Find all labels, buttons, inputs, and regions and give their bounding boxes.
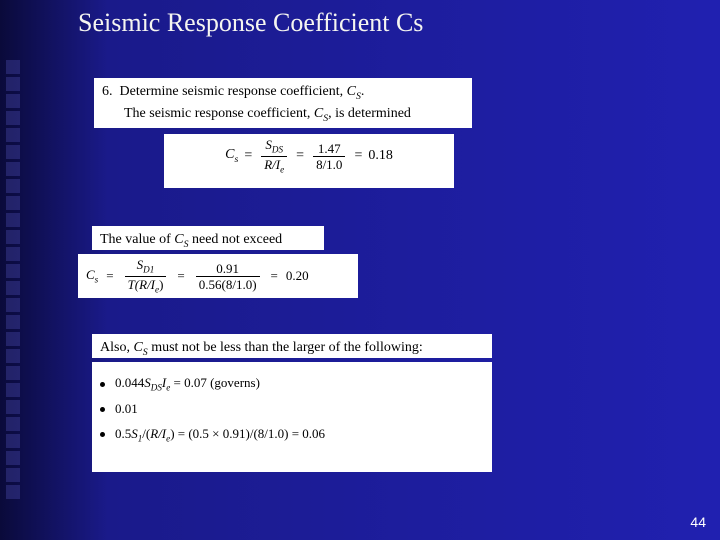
bullet-icon	[100, 432, 105, 437]
cs-symbol-4: CS	[133, 340, 147, 355]
eq-sign: =	[244, 146, 252, 166]
slide-title: Seismic Response Coefficient Cs	[78, 8, 423, 38]
eq-sign-5: =	[177, 267, 184, 285]
bullet-1: 0.044SDSIe = 0.07 (governs)	[94, 374, 490, 394]
equation-2-box: Cs = SD1 T(R/Ie) = 0.91 0.56(8/1.0) = 0.…	[78, 254, 358, 298]
eq2-frac2: 0.91 0.56(8/1.0)	[196, 262, 260, 291]
step6-line2a: The seismic response coefficient,	[124, 106, 314, 121]
eq-sign-2: =	[296, 146, 304, 166]
step6-text-box: 6. Determine seismic response coefficien…	[94, 78, 472, 128]
eq-sign-4: =	[106, 267, 113, 285]
note2-box: Also, CS must not be less than the large…	[92, 334, 492, 358]
bullet-2: 0.01	[94, 400, 490, 418]
eq1-frac2: 1.47 8/1.0	[313, 142, 345, 171]
cs-symbol: CS	[347, 84, 361, 99]
eq1-result: 0.18	[368, 146, 393, 166]
cs-symbol-3: CS	[174, 232, 188, 247]
bullets-box: 0.044SDSIe = 0.07 (governs) 0.01 0.5S1/(…	[92, 362, 492, 472]
page-number: 44	[690, 514, 706, 530]
eq1-lhs: Cs	[225, 145, 238, 167]
eq-sign-6: =	[271, 267, 278, 285]
bullet-icon	[100, 382, 105, 387]
eq2-lhs: Cs	[86, 266, 98, 286]
decorative-sidebar	[0, 60, 42, 520]
bullet-icon	[100, 407, 105, 412]
bullet-3: 0.5S1/(R/Ie) = (0.5 × 0.91)/(8/1.0) = 0.…	[94, 425, 490, 445]
cs-symbol-2: CS	[314, 106, 328, 121]
step6-line1a: Determine seismic response coefficient,	[120, 84, 347, 99]
eq2-result: 0.20	[286, 267, 309, 285]
eq-sign-3: =	[354, 146, 362, 166]
eq1-frac1: SDS R/Ie	[261, 138, 287, 174]
eq2-frac1: SD1 T(R/Ie)	[125, 258, 167, 294]
note1-box: The value of CS need not exceed	[92, 226, 324, 250]
equation-1-box: Cs = SDS R/Ie = 1.47 8/1.0 = 0.18	[164, 134, 454, 188]
step-number: 6.	[102, 84, 113, 99]
